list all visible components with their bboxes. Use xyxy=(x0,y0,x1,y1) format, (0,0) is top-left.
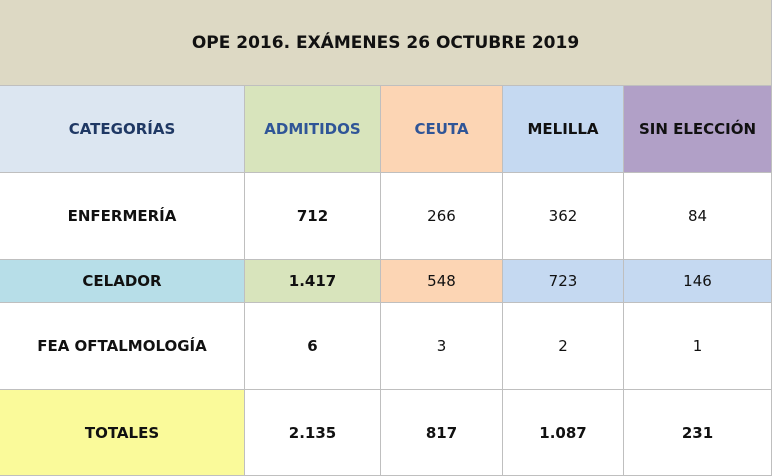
row-label: FEA OFTALMOLOGÍA xyxy=(0,303,245,390)
totals-cell: 231 xyxy=(624,390,772,476)
table-cell: 1 xyxy=(624,303,772,390)
row-label: ENFERMERÍA xyxy=(0,173,245,260)
header-cell: SIN ELECCIÓN xyxy=(624,86,772,173)
table-cell: 3 xyxy=(381,303,503,390)
table-cell: 266 xyxy=(381,173,503,260)
header-cell: ADMITIDOS xyxy=(245,86,381,173)
table-cell: 1.417 xyxy=(245,260,381,303)
header-cell: CEUTA xyxy=(381,86,503,173)
header-cell: MELILLA xyxy=(503,86,624,173)
totals-cell: 1.087 xyxy=(503,390,624,476)
table-cell: 362 xyxy=(503,173,624,260)
table-cell: 723 xyxy=(503,260,624,303)
table-cell: 84 xyxy=(624,173,772,260)
totals-cell: 2.135 xyxy=(245,390,381,476)
row-label: CELADOR xyxy=(0,260,245,303)
table-cell: 2 xyxy=(503,303,624,390)
table-cell: 712 xyxy=(245,173,381,260)
header-cell: CATEGORÍAS xyxy=(0,86,245,173)
totals-label: TOTALES xyxy=(0,390,245,476)
table-cell: 548 xyxy=(381,260,503,303)
table-title: OPE 2016. EXÁMENES 26 OCTUBRE 2019 xyxy=(0,0,772,86)
totals-cell: 817 xyxy=(381,390,503,476)
table-cell: 6 xyxy=(245,303,381,390)
table-cell: 146 xyxy=(624,260,772,303)
